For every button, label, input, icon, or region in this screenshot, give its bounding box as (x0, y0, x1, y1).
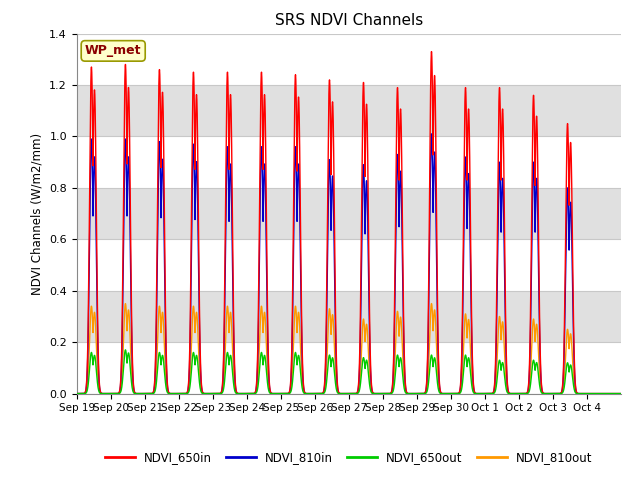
Bar (77, 85, 621, 136)
Title: SRS NDVI Channels: SRS NDVI Channels (275, 13, 423, 28)
Legend: NDVI_650in, NDVI_810in, NDVI_650out, NDVI_810out: NDVI_650in, NDVI_810in, NDVI_650out, NDV… (100, 446, 597, 469)
Bar (77, 188, 621, 240)
Y-axis label: NDVI Channels (W/m2/mm): NDVI Channels (W/m2/mm) (31, 132, 44, 295)
Text: WP_met: WP_met (85, 44, 141, 58)
Bar (77, 291, 621, 342)
